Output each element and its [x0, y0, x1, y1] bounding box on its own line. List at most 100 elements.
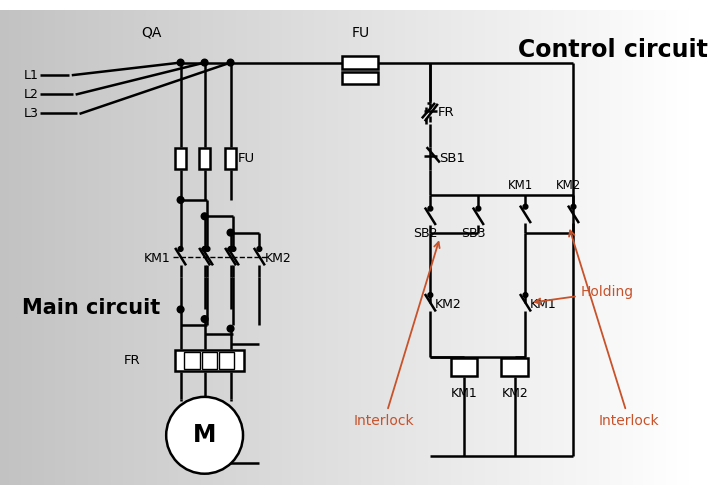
Bar: [227, 10, 230, 485]
Bar: [342, 10, 346, 485]
Circle shape: [523, 293, 528, 297]
Bar: [404, 10, 408, 485]
Bar: [610, 10, 614, 485]
Bar: [53, 10, 56, 485]
Bar: [231, 10, 235, 485]
Bar: [481, 10, 484, 485]
Text: Main circuit: Main circuit: [22, 297, 160, 317]
Bar: [7, 10, 10, 485]
Bar: [379, 10, 383, 485]
Bar: [85, 10, 89, 485]
Bar: [32, 10, 36, 485]
Bar: [627, 10, 630, 485]
Bar: [314, 10, 318, 485]
Bar: [659, 10, 662, 485]
Bar: [675, 10, 679, 485]
Bar: [243, 10, 246, 485]
Text: KM1: KM1: [530, 298, 557, 311]
Bar: [465, 10, 468, 485]
Bar: [412, 10, 415, 485]
Bar: [469, 10, 473, 485]
Bar: [381, 10, 385, 485]
Bar: [682, 10, 685, 485]
Bar: [673, 10, 677, 485]
Bar: [451, 10, 454, 485]
Bar: [477, 10, 479, 485]
Bar: [518, 10, 521, 485]
Bar: [261, 10, 265, 485]
Bar: [58, 10, 61, 485]
Bar: [279, 10, 283, 485]
Bar: [201, 10, 204, 485]
Bar: [471, 10, 475, 485]
Bar: [531, 10, 535, 485]
Bar: [248, 10, 251, 485]
Bar: [370, 10, 373, 485]
Circle shape: [166, 397, 243, 474]
Bar: [562, 10, 565, 485]
Bar: [539, 10, 542, 485]
Bar: [121, 10, 123, 485]
Bar: [661, 10, 665, 485]
Bar: [541, 10, 544, 485]
Bar: [185, 10, 188, 485]
Circle shape: [257, 247, 262, 251]
Bar: [180, 10, 184, 485]
Bar: [56, 10, 59, 485]
Bar: [546, 10, 549, 485]
Bar: [97, 10, 100, 485]
Bar: [264, 10, 267, 485]
Bar: [388, 10, 392, 485]
Bar: [300, 10, 304, 485]
Bar: [407, 10, 410, 485]
Bar: [19, 10, 22, 485]
Bar: [95, 10, 98, 485]
Bar: [12, 10, 15, 485]
Bar: [342, 72, 378, 84]
Bar: [363, 10, 367, 485]
Bar: [534, 10, 537, 485]
Bar: [442, 10, 445, 485]
Bar: [219, 10, 223, 485]
Bar: [400, 10, 404, 485]
Bar: [113, 10, 117, 485]
Bar: [25, 10, 29, 485]
Bar: [367, 10, 371, 485]
Circle shape: [201, 213, 208, 220]
Circle shape: [227, 325, 234, 332]
Bar: [175, 350, 244, 371]
Bar: [467, 10, 471, 485]
Bar: [485, 10, 489, 485]
Bar: [16, 10, 19, 485]
Bar: [356, 10, 360, 485]
Bar: [638, 10, 642, 485]
Bar: [275, 10, 279, 485]
Bar: [458, 10, 461, 485]
Bar: [129, 10, 133, 485]
Bar: [594, 10, 598, 485]
Text: SB2: SB2: [413, 227, 438, 240]
Bar: [187, 10, 191, 485]
Bar: [268, 10, 271, 485]
Bar: [423, 10, 427, 485]
Bar: [511, 10, 514, 485]
Circle shape: [227, 229, 234, 236]
Bar: [291, 10, 295, 485]
Bar: [308, 10, 311, 485]
Bar: [150, 10, 154, 485]
Bar: [342, 56, 378, 69]
Bar: [691, 10, 695, 485]
Bar: [508, 10, 512, 485]
Bar: [460, 10, 464, 485]
Bar: [352, 10, 355, 485]
Bar: [550, 10, 554, 485]
Bar: [44, 10, 48, 485]
Bar: [654, 10, 658, 485]
Bar: [118, 10, 121, 485]
Bar: [386, 10, 390, 485]
Bar: [317, 10, 320, 485]
Bar: [337, 10, 341, 485]
Bar: [652, 10, 656, 485]
Text: FR: FR: [438, 106, 455, 119]
Bar: [215, 10, 219, 485]
